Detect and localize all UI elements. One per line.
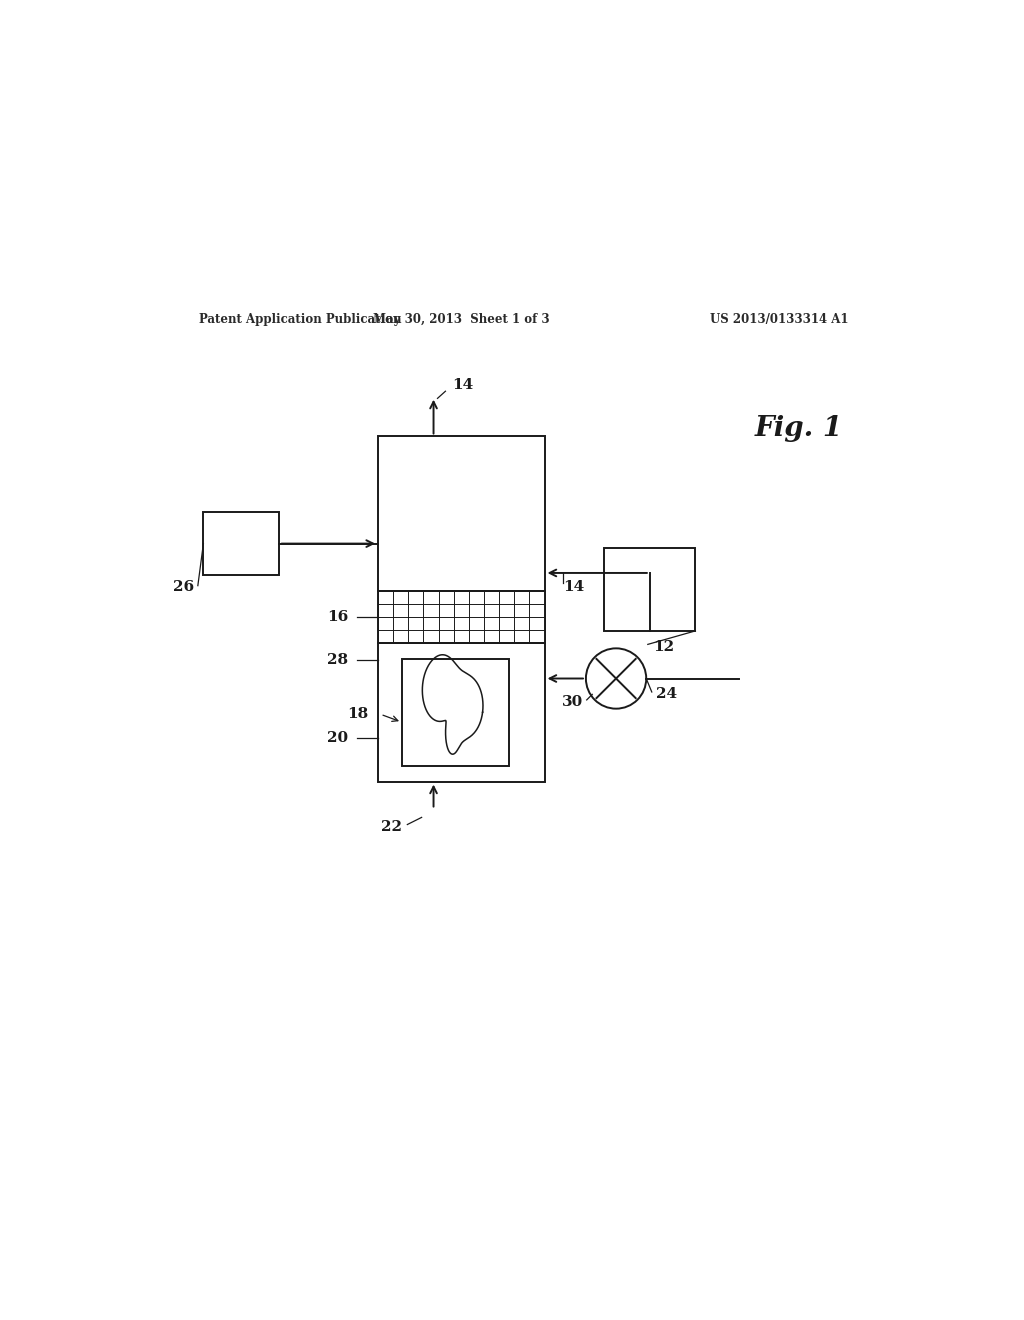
- Text: 28: 28: [328, 653, 348, 667]
- Bar: [604, 548, 695, 631]
- Text: 14: 14: [452, 378, 473, 392]
- Text: May 30, 2013  Sheet 1 of 3: May 30, 2013 Sheet 1 of 3: [373, 313, 550, 326]
- Bar: [378, 437, 545, 591]
- Text: Patent Application Publication: Patent Application Publication: [200, 313, 402, 326]
- Bar: [204, 512, 279, 576]
- Text: US 2013/0133314 A1: US 2013/0133314 A1: [710, 313, 848, 326]
- Bar: [378, 643, 545, 781]
- Text: 26: 26: [173, 581, 194, 594]
- Text: Fig. 1: Fig. 1: [755, 414, 843, 442]
- Bar: [378, 591, 545, 643]
- Text: 30: 30: [561, 696, 583, 709]
- Text: 20: 20: [328, 731, 348, 744]
- Text: 18: 18: [347, 708, 369, 721]
- Text: 22: 22: [381, 820, 401, 834]
- Text: 12: 12: [653, 640, 675, 653]
- Text: 14: 14: [563, 581, 584, 594]
- Bar: [401, 659, 509, 766]
- Text: 24: 24: [655, 688, 677, 701]
- Text: 16: 16: [328, 610, 348, 623]
